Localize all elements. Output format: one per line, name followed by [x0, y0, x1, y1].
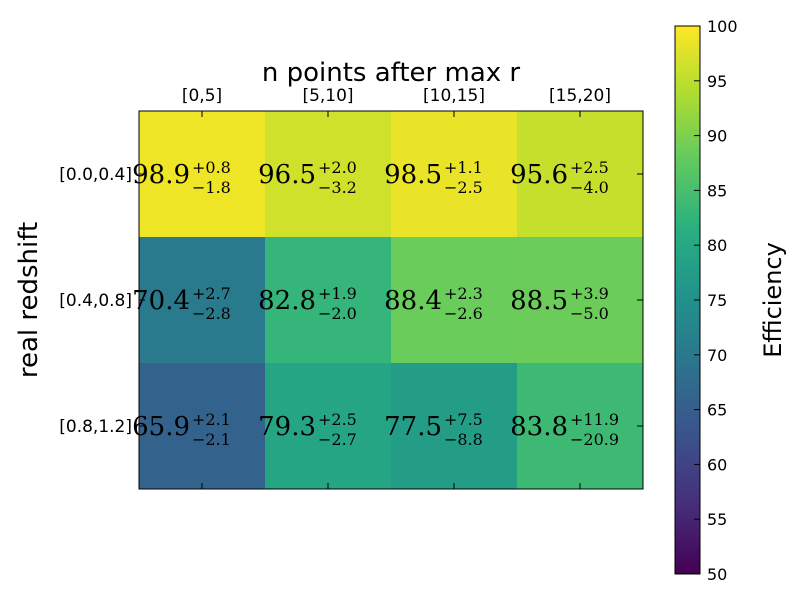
- colorbar-tick-label: 65: [707, 401, 727, 420]
- cell-error-plus: +3.9: [570, 284, 609, 303]
- cell-value-label: 98.5: [384, 160, 442, 190]
- heatmap-cell: [265, 363, 392, 490]
- cell-value-label: 96.5: [258, 160, 316, 190]
- cell-error-plus: +2.5: [318, 410, 357, 429]
- cell-value-label: 98.9: [132, 160, 190, 190]
- colorbar-tick-label: 80: [707, 236, 727, 255]
- cell-error-minus: −2.8: [192, 304, 231, 323]
- colorbar-tick-label: 75: [707, 291, 727, 310]
- cell-error-plus: +2.3: [444, 284, 483, 303]
- heatmap-cell: [139, 111, 266, 238]
- cell-error-minus: −1.8: [192, 178, 231, 197]
- colorbar-tick-label: 90: [707, 127, 727, 146]
- cell-error-minus: −2.5: [444, 178, 483, 197]
- cell-value-label: 88.5: [510, 286, 568, 316]
- cell-error-minus: −4.0: [570, 178, 609, 197]
- colorbar-tick-label: 55: [707, 510, 727, 529]
- cell-error-plus: +7.5: [444, 410, 483, 429]
- cell-error-minus: −3.2: [318, 178, 357, 197]
- cell-error-minus: −2.0: [318, 304, 357, 323]
- cell-value-label: 70.4: [132, 286, 190, 316]
- axes: [0,5] [5,10] [10,15] [15,20] [0.0,0.4] [0.4,0…: [59, 86, 643, 489]
- heatmap-cell: [265, 111, 392, 238]
- heatmap-cell: [517, 237, 644, 364]
- cell-error-plus: +2.1: [192, 410, 231, 429]
- cell-error-minus: −2.1: [192, 430, 231, 449]
- heatmap-cell: [139, 237, 266, 364]
- cell-value-label: 88.4: [384, 286, 442, 316]
- y-tick-label: [0.8,1.2]: [59, 417, 132, 437]
- cell-error-plus: +2.5: [570, 158, 609, 177]
- y-tick-label: [0.0,0.4]: [59, 165, 132, 185]
- cell-value-label: 65.9: [132, 412, 190, 442]
- cell-value-label: 77.5: [384, 412, 442, 442]
- y-tick-label: [0.4,0.8]: [59, 291, 132, 311]
- heatmap-cell: [139, 363, 266, 490]
- x-tick-label: [15,20]: [549, 86, 611, 106]
- heatmap-cell: [517, 363, 644, 490]
- cell-error-minus: −8.8: [444, 430, 483, 449]
- colorbar-tick-label: 60: [707, 455, 727, 474]
- colorbar-label: Efficiency: [759, 242, 787, 358]
- cell-error-plus: +11.9: [570, 410, 619, 429]
- cell-error-minus: −2.6: [444, 304, 483, 323]
- heatmap-cell: [517, 111, 644, 238]
- heatmap-cell: [391, 237, 518, 364]
- cell-error-plus: +1.1: [444, 158, 483, 177]
- x-tick-label: [5,10]: [302, 86, 353, 106]
- cell-error-minus: −2.7: [318, 430, 357, 449]
- y-axis-label: real redshift: [14, 222, 44, 378]
- cell-value-label: 79.3: [258, 412, 316, 442]
- colorbar-tick-label: 85: [707, 181, 727, 200]
- cell-value-label: 83.8: [510, 412, 568, 442]
- colorbar-tick-label: 50: [707, 565, 727, 584]
- colorbar-tick-label: 70: [707, 346, 727, 365]
- heatmap-cell: [391, 363, 518, 490]
- heatmap-cells: 98.9 +0.8−1.8 96.5 +2.0−3.2 98.5 +1.1−2.5 95.6…: [132, 111, 644, 490]
- heatmap-cell: [391, 111, 518, 238]
- cell-error-minus: −20.9: [570, 430, 619, 449]
- colorbar-tick-label: 100: [707, 17, 738, 36]
- chart-title: n points after max r: [262, 58, 521, 88]
- cell-error-plus: +0.8: [192, 158, 231, 177]
- x-tick-label: [0,5]: [182, 86, 222, 106]
- cell-error-minus: −5.0: [570, 304, 609, 323]
- colorbar-tick-label: 95: [707, 72, 727, 91]
- x-tick-label: [10,15]: [423, 86, 485, 106]
- heatmap-cell: [265, 237, 392, 364]
- cell-value-label: 95.6: [510, 160, 568, 190]
- cell-value-label: 82.8: [258, 286, 316, 316]
- cell-error-plus: +2.0: [318, 158, 357, 177]
- cell-error-plus: +2.7: [192, 284, 231, 303]
- cell-error-plus: +1.9: [318, 284, 357, 303]
- colorbar: 50 55 60 65 70 75 80 85 90 95 100: [674, 17, 738, 584]
